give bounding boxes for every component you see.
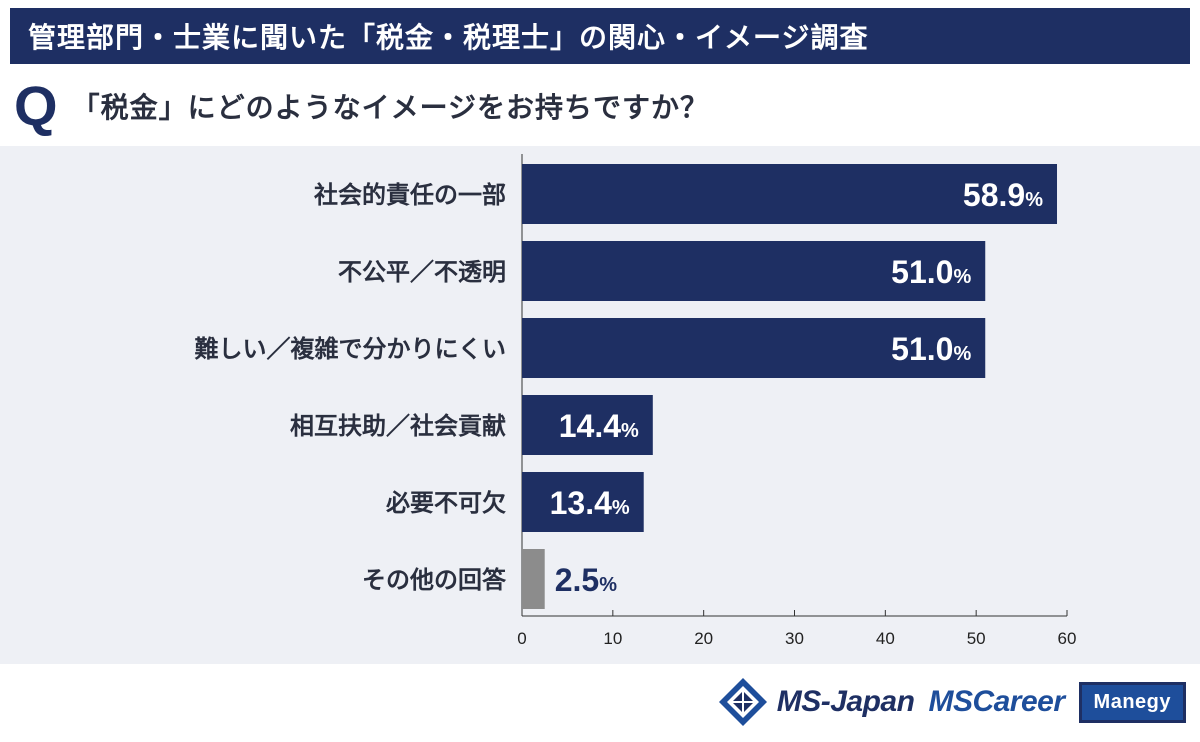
x-tick-label-2: 20 bbox=[694, 629, 713, 648]
value-label-1: 51.0% bbox=[891, 254, 971, 290]
category-label-4: 必要不可欠 bbox=[386, 489, 506, 517]
logo-group: MS-Japan MSCareer Manegy bbox=[717, 678, 1186, 726]
category-label-1: 不公平／不透明 bbox=[338, 258, 506, 286]
value-label-4: 13.4% bbox=[550, 485, 630, 521]
bar-chart: 0 10 20 30 40 50 60 社会的責任の一部 58.9% 不公平／不透明 51.0% 難し… bbox=[194, 154, 1077, 648]
chart-panel: 0 10 20 30 40 50 60 社会的責任の一部 58.9% 不公平／不透明 51.0% 難し… bbox=[0, 146, 1200, 664]
bar-4 bbox=[522, 472, 644, 532]
category-label-2: 難しい／複雑で分かりにくい bbox=[194, 335, 506, 363]
value-label-3: 14.4% bbox=[559, 408, 639, 444]
bar-1 bbox=[522, 241, 986, 301]
ms-japan-diamond-logo-icon bbox=[717, 676, 769, 728]
x-tick-label-6: 60 bbox=[1058, 629, 1077, 648]
x-tick-label-0: 0 bbox=[517, 629, 526, 648]
header-bar: 管理部門・士業に聞いた「税金・税理士」の関心・イメージ調査 bbox=[10, 8, 1190, 64]
question-row: Q 「税金」にどのようなイメージをお持ちですか？ bbox=[10, 72, 1190, 140]
ms-japan-logo: MS-Japan bbox=[776, 685, 915, 718]
question-text: 「税金」にどのようなイメージをお持ちですか？ bbox=[71, 91, 710, 124]
bar-5 bbox=[522, 549, 545, 609]
x-tick-label-4: 40 bbox=[876, 629, 895, 648]
manegy-logo: Manegy bbox=[1078, 681, 1186, 723]
bar-2 bbox=[522, 318, 986, 378]
ms-career-logo: MSCareer bbox=[928, 685, 1065, 718]
value-label-5: 2.5% bbox=[555, 562, 617, 598]
bar-3 bbox=[522, 395, 653, 455]
footer: MS-Japan MSCareer Manegy bbox=[0, 664, 1200, 742]
category-label-3: 相互扶助／社会貢献 bbox=[290, 412, 506, 440]
category-label-5: その他の回答 bbox=[362, 566, 507, 594]
question-mark-icon: Q bbox=[14, 74, 58, 137]
value-label-0: 58.9% bbox=[963, 177, 1043, 213]
value-label-2: 51.0% bbox=[891, 331, 971, 367]
x-tick-label-1: 10 bbox=[603, 629, 622, 648]
x-tick-label-3: 30 bbox=[785, 629, 804, 648]
category-label-0: 社会的責任の一部 bbox=[314, 181, 506, 209]
x-tick-label-5: 50 bbox=[967, 629, 986, 648]
page-title: 管理部門・士業に聞いた「税金・税理士」の関心・イメージ調査 bbox=[28, 21, 869, 54]
bar-0 bbox=[522, 164, 1058, 224]
